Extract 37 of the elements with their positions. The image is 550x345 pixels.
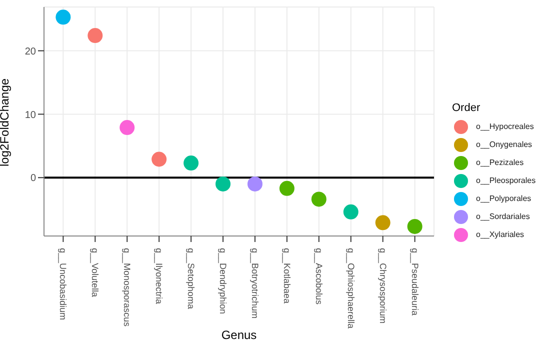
point <box>343 204 358 220</box>
legend-label: o__Sordariales <box>476 212 530 221</box>
legend-label: o__Xylariales <box>476 230 524 239</box>
x-tick-label: g__Ilyonectria <box>154 248 164 304</box>
point <box>375 215 390 230</box>
x-tick-label: g__Dendryphion <box>218 248 228 314</box>
x-tick-label: g__Pseudaleuria <box>410 248 420 316</box>
x-tick-label: g__Botryotrichum <box>250 248 260 319</box>
x-tick-label: g__Ophiosphaerella <box>346 248 356 329</box>
x-tick-label: g__Setophoma <box>186 248 196 310</box>
y-tick-label: 10 <box>24 110 36 121</box>
point <box>88 28 103 44</box>
point <box>279 180 294 196</box>
x-tick-label: g__Ascobolus <box>314 248 324 306</box>
legend-label: o__Polyporales <box>476 194 532 203</box>
point <box>120 120 135 136</box>
y-axis-title: log2FoldChange <box>0 78 12 166</box>
legend-label: o__Pleosporales <box>476 176 536 185</box>
point <box>56 10 71 25</box>
point <box>407 218 422 234</box>
x-tick-label: g__Uncobasidium <box>58 248 68 320</box>
y-tick-label: 20 <box>24 46 36 58</box>
point <box>247 176 262 192</box>
x-tick-label: g__Volutella <box>90 248 100 298</box>
legend-label: o__Pezizales <box>476 158 524 167</box>
legend-label: o__Onygenales <box>476 140 532 149</box>
x-tick-label: g__Kotlabaea <box>282 248 292 304</box>
point <box>184 156 199 171</box>
legend-label: o__Hypocreales <box>476 122 534 131</box>
x-tick-label: g__Chrysosporium <box>378 248 388 324</box>
point <box>311 192 326 207</box>
point <box>216 176 231 192</box>
x-axis-title: Genus <box>221 328 257 342</box>
y-tick-label: 0 <box>30 173 36 184</box>
legend-title: Order <box>452 102 482 114</box>
x-tick-label: g__Monosporascus <box>122 248 132 328</box>
point <box>152 152 167 167</box>
